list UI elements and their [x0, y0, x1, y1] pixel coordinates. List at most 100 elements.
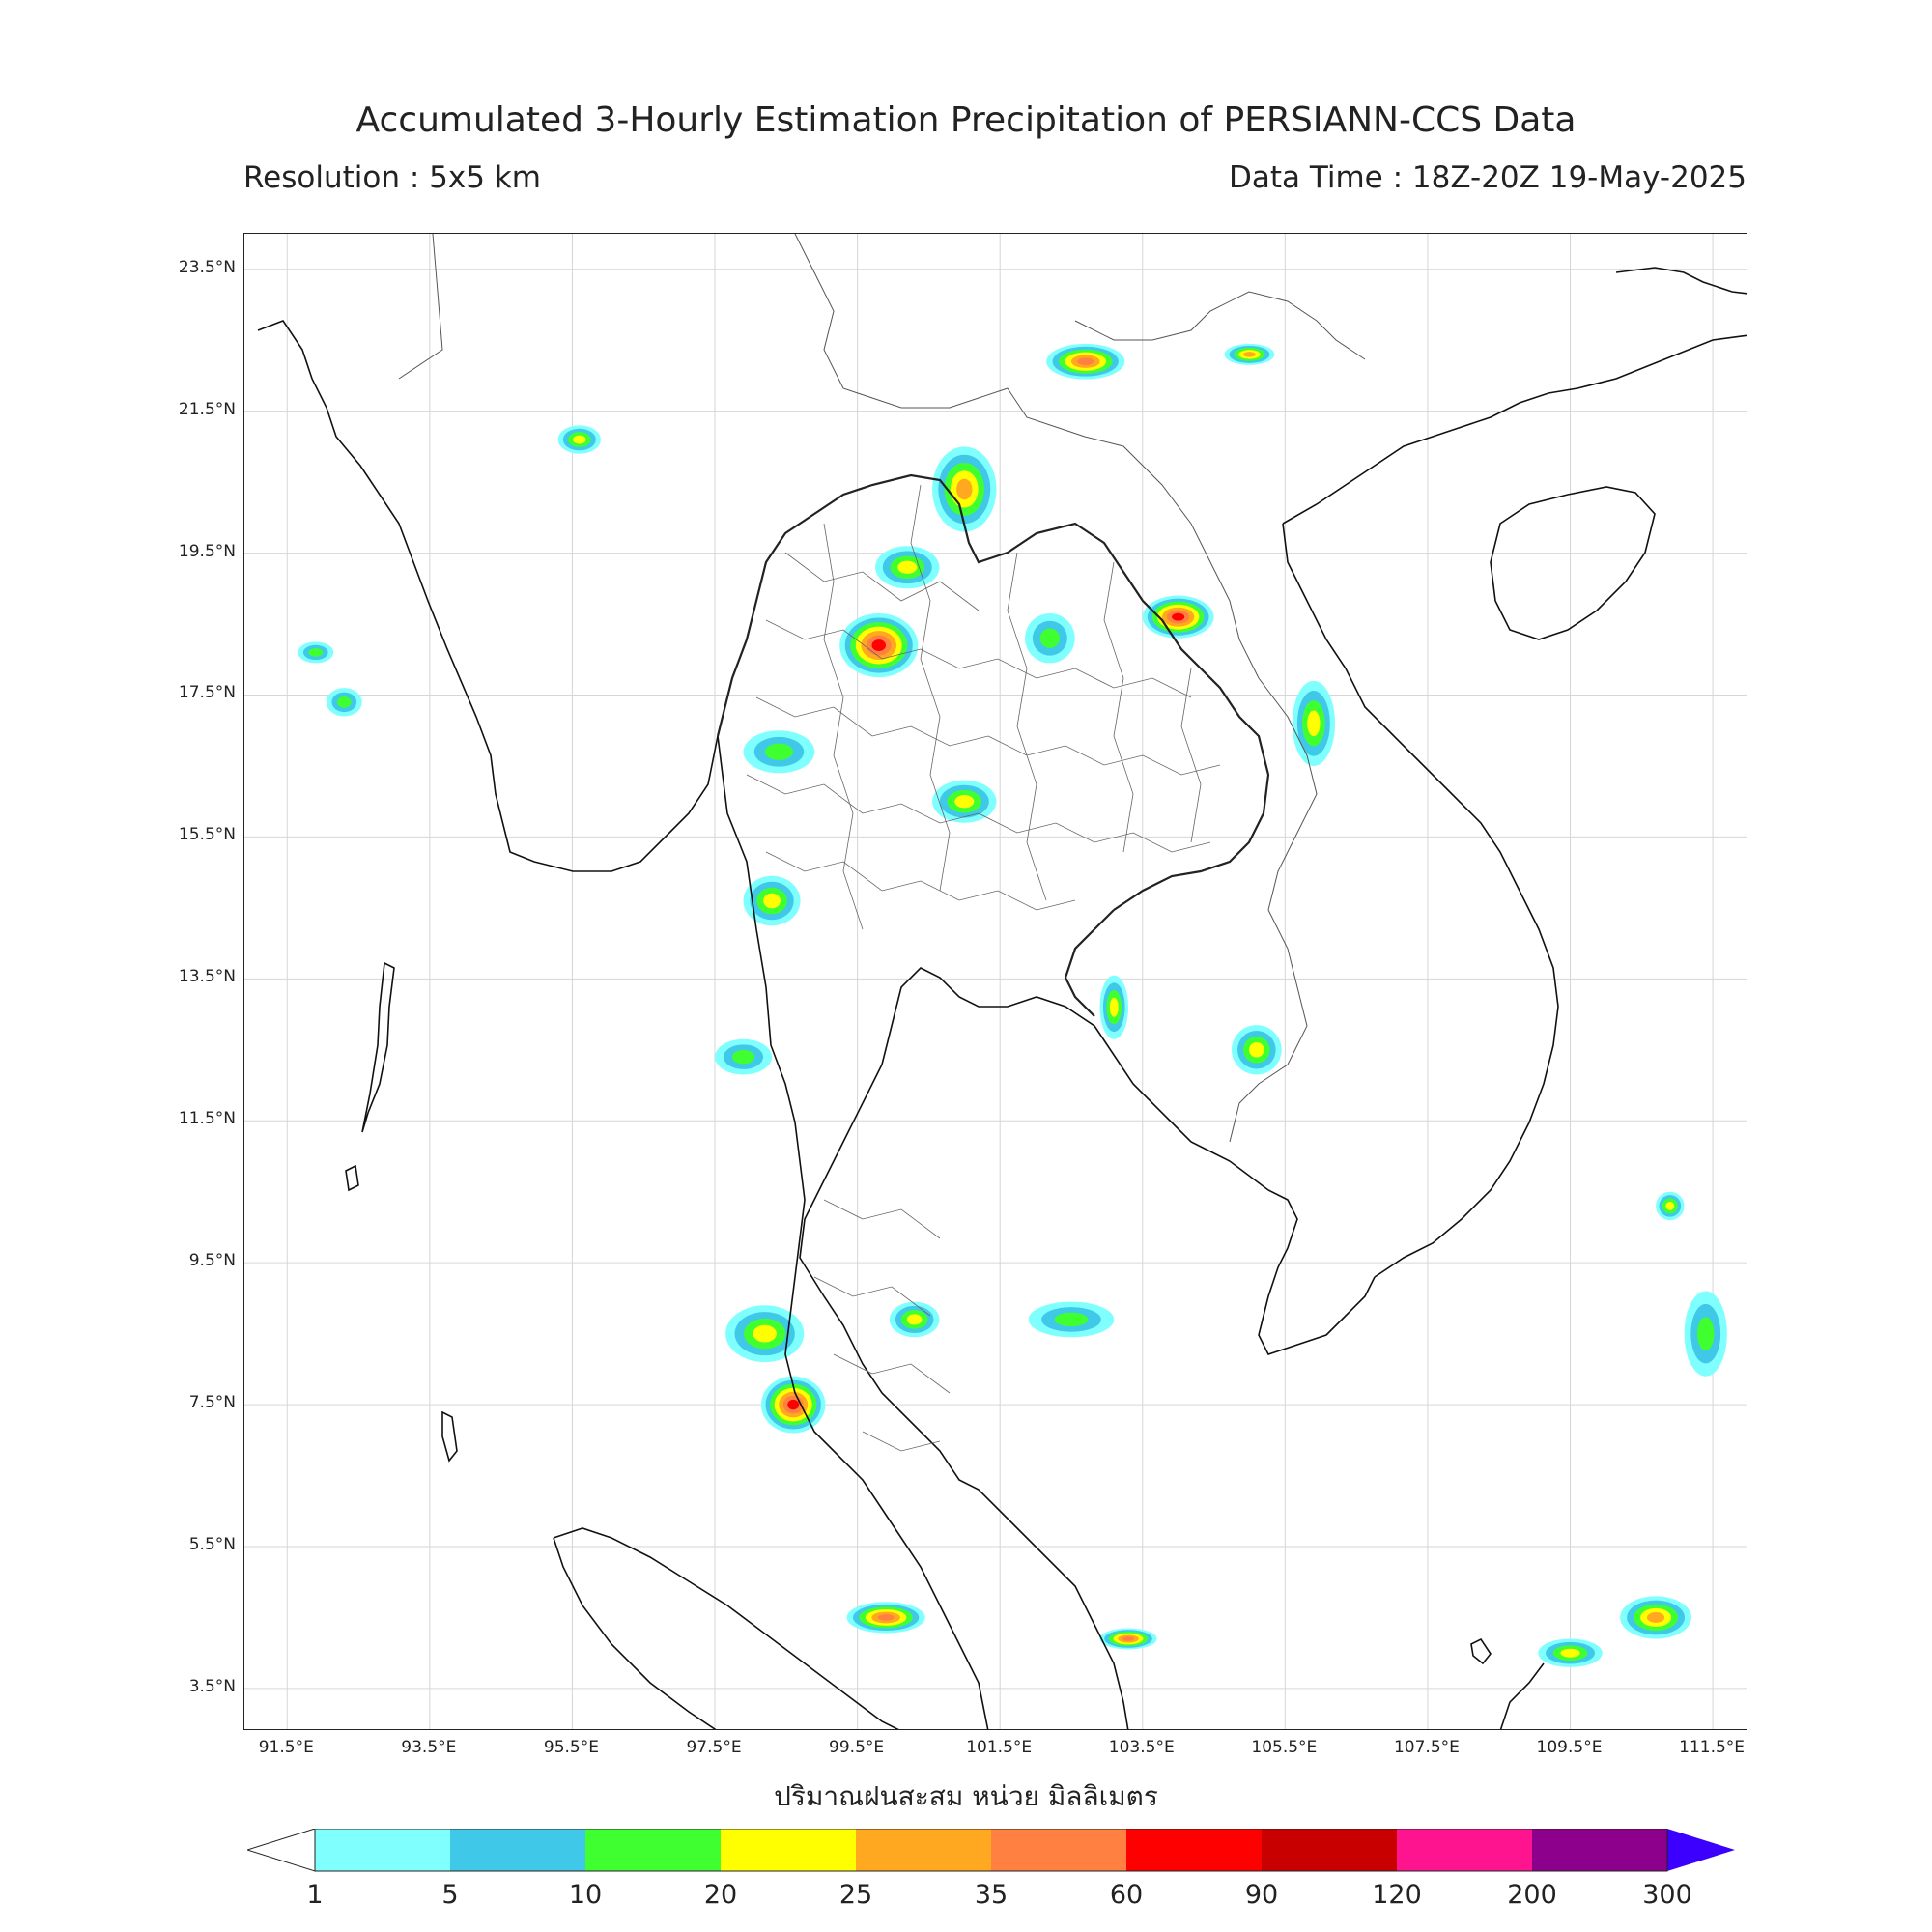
thailand-outline-east	[1064, 909, 1115, 1017]
rain-cell	[839, 613, 919, 678]
precipitation-map	[243, 233, 1747, 1730]
map-title: Accumulated 3-Hourly Estimation Precipit…	[355, 100, 1577, 140]
rain-cell	[298, 641, 334, 664]
rain-contour	[787, 1399, 800, 1410]
rain-contour	[573, 435, 586, 444]
rain-contour	[954, 795, 975, 809]
lon-tick-label: 103.5°E	[1108, 1738, 1175, 1757]
rain-contour	[763, 893, 781, 909]
lon-tick-label: 97.5°E	[686, 1738, 742, 1757]
colorbar-tick-label: 20	[703, 1880, 738, 1910]
lat-tick-label: 5.5°N	[188, 1535, 236, 1554]
rain-contour	[1172, 612, 1185, 621]
rain-cell	[1620, 1596, 1691, 1639]
lat-tick-label: 9.5°N	[188, 1251, 236, 1271]
colorbar-segment	[315, 1829, 450, 1871]
rain-cell	[1025, 613, 1075, 664]
lat-tick-label: 21.5°N	[178, 399, 236, 419]
rain-contour	[956, 478, 973, 500]
rain-contour	[1560, 1648, 1580, 1658]
rain-cell	[1028, 1301, 1115, 1338]
rain-contour	[337, 696, 352, 708]
coastline-myanmar-west	[257, 320, 719, 872]
lat-tick-label: 19.5°N	[178, 541, 236, 561]
rain-cell	[1292, 680, 1336, 766]
lon-tick-label: 111.5°E	[1679, 1738, 1746, 1757]
rain-cell	[326, 688, 362, 717]
colorbar-frame	[314, 1829, 1668, 1872]
rain-cell	[1046, 343, 1125, 380]
colorbar-tick-label: 1	[306, 1880, 324, 1910]
colorbar-segment	[856, 1829, 991, 1871]
lon-tick-label: 107.5°E	[1393, 1738, 1460, 1757]
colorbar-under-arrow	[247, 1829, 316, 1872]
rain-contour	[308, 648, 324, 657]
rain-contour	[877, 1614, 895, 1621]
lon-tick-label: 93.5°E	[401, 1738, 457, 1757]
colorbar-tick-label: 35	[974, 1880, 1009, 1910]
colorbar-segment	[721, 1829, 856, 1871]
rain-contour	[1077, 357, 1094, 366]
lon-tick-label: 105.5°E	[1251, 1738, 1318, 1757]
thailand-outline-north	[716, 473, 1270, 911]
border-laos-china	[1007, 387, 1211, 563]
colorbar-segment	[991, 1829, 1126, 1871]
rain-cell	[1099, 1628, 1157, 1650]
rain-contour	[871, 639, 886, 651]
colorbar-segment	[1532, 1829, 1667, 1871]
rain-cell	[1656, 1191, 1685, 1221]
colorbar-tick-label: 200	[1507, 1880, 1557, 1910]
colorbar-tick-label: 300	[1642, 1880, 1692, 1910]
coastline-china-south	[1615, 267, 1747, 295]
rain-contour	[1307, 710, 1321, 737]
lat-tick-label: 13.5°N	[178, 967, 236, 987]
lon-tick-label: 99.5°E	[829, 1738, 885, 1757]
lat-tick-label: 11.5°N	[178, 1109, 236, 1129]
border-myanmar-india	[398, 234, 443, 380]
border-laos-vietnam	[1209, 561, 1318, 911]
coastline-nicobar	[441, 1410, 458, 1463]
colorbar-tick-label: 120	[1372, 1880, 1422, 1910]
country-borders	[398, 234, 1366, 1143]
rain-cell	[743, 730, 815, 774]
colorbar-unit-label: ปริมาณฝนสะสม หน่วย มิลลิเมตร	[774, 1780, 1158, 1812]
rain-cell	[1224, 343, 1275, 365]
graticule	[244, 234, 1747, 1729]
rain-contour	[1039, 628, 1061, 648]
rain-cell	[1099, 975, 1129, 1039]
colorbar-segment	[1126, 1829, 1262, 1871]
border-cambodia-vietnam	[1229, 909, 1308, 1143]
rain-cell	[1684, 1291, 1727, 1377]
rain-cell	[557, 425, 601, 454]
coastline-sumatra-west	[553, 1537, 717, 1729]
rain-contour	[1243, 352, 1256, 357]
lat-tick-label: 7.5°N	[188, 1393, 236, 1413]
rain-cell	[932, 446, 997, 532]
colorbar-segment	[1397, 1829, 1532, 1871]
rain-cell	[715, 1038, 773, 1075]
rain-contour	[1122, 1636, 1135, 1641]
data-time-label: Data Time : 18Z-20Z 19-May-2025	[1228, 160, 1747, 195]
lon-tick-label: 109.5°E	[1536, 1738, 1603, 1757]
coastline-peninsula-east	[799, 1102, 1129, 1729]
rain-cell	[1538, 1638, 1603, 1667]
map-canvas	[244, 234, 1747, 1729]
lat-tick-label: 17.5°N	[178, 683, 236, 703]
rain-contour	[1647, 1612, 1665, 1623]
rain-cell	[1232, 1025, 1282, 1075]
colorbar-segment	[1262, 1829, 1397, 1871]
coastline-vietnam-north	[1282, 334, 1747, 525]
coastline-sumatra-north	[553, 1527, 899, 1729]
border-china-vietnam	[1074, 291, 1366, 360]
rain-contour	[764, 743, 793, 760]
rain-contour	[1054, 1312, 1089, 1327]
coastline-andaman-south	[345, 1164, 359, 1192]
thailand-province-boundaries	[716, 473, 1270, 1017]
lon-tick-label: 95.5°E	[543, 1738, 599, 1757]
coastline-gulf-thailand	[862, 967, 1211, 1152]
colorbar-over-arrow	[1667, 1829, 1735, 1871]
rain-cell	[846, 1602, 925, 1634]
rain-contour	[1249, 1042, 1264, 1058]
coastline-vietnam-south	[1282, 523, 1559, 1278]
colorbar-segment	[450, 1829, 585, 1871]
